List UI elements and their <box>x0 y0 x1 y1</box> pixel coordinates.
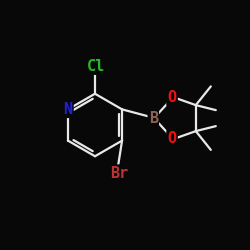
Text: Br: Br <box>110 166 129 181</box>
Text: O: O <box>168 90 177 105</box>
Text: Cl: Cl <box>87 59 105 74</box>
Text: N: N <box>63 102 72 117</box>
Text: O: O <box>168 131 177 146</box>
Text: B: B <box>149 110 158 126</box>
